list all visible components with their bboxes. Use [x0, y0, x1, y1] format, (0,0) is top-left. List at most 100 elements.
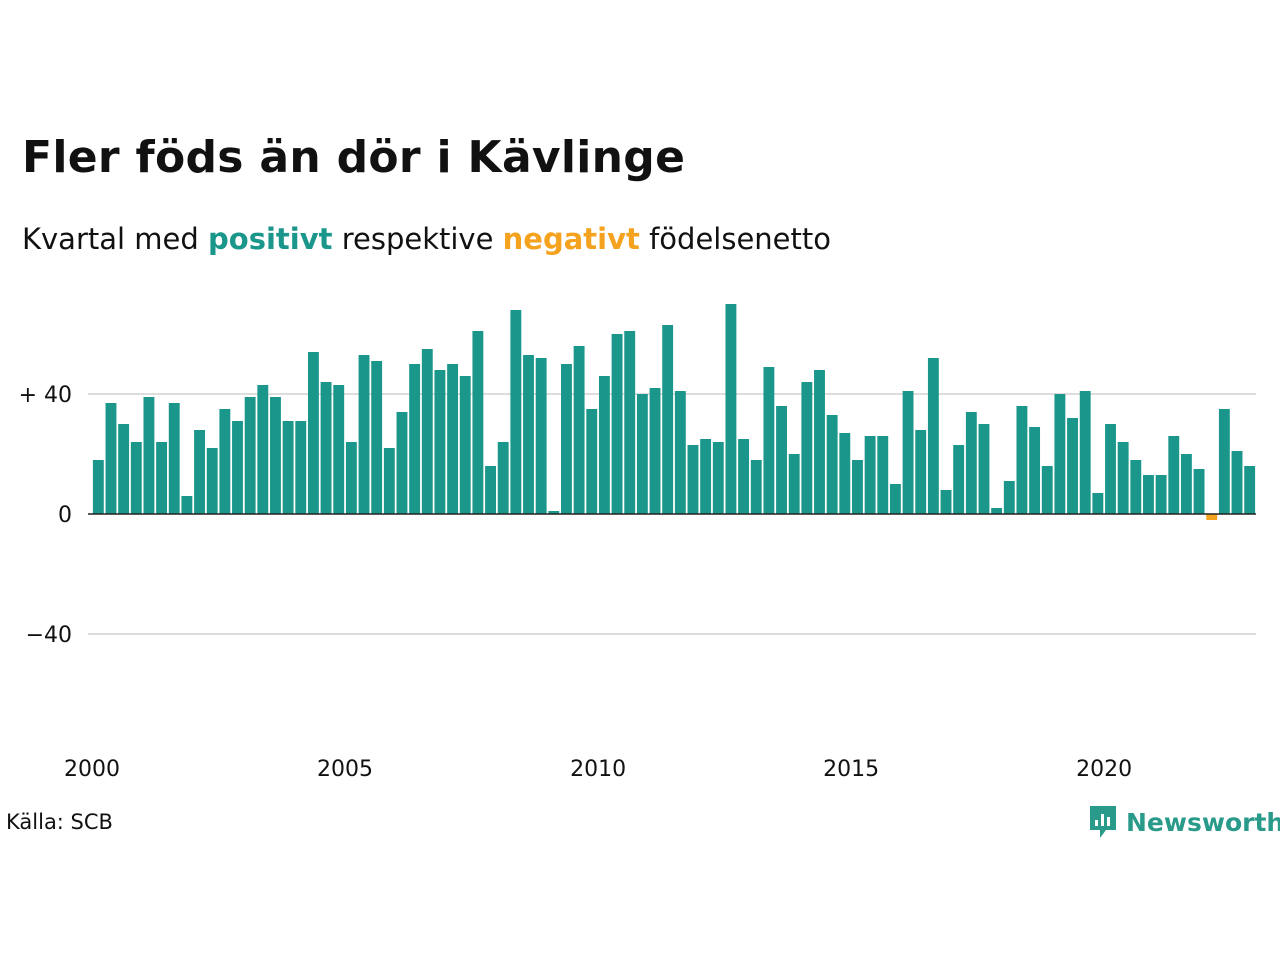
bar	[130, 442, 142, 514]
bar	[447, 364, 459, 514]
bar	[889, 484, 901, 514]
bar	[333, 385, 345, 514]
bar	[1041, 466, 1053, 514]
bar	[788, 454, 800, 514]
bar	[1244, 466, 1256, 514]
brand-name: Newsworthy	[1126, 807, 1280, 837]
bar	[459, 376, 471, 514]
y-tick-label: −40	[26, 623, 72, 648]
bar	[548, 511, 560, 514]
bar	[902, 391, 914, 514]
bar	[801, 382, 813, 514]
bar	[105, 403, 117, 514]
bar	[561, 364, 572, 514]
bar	[864, 436, 876, 514]
y-tick-label: + 40	[19, 383, 72, 408]
bar	[852, 460, 863, 514]
bar	[978, 424, 990, 514]
bar	[383, 448, 395, 514]
bar	[636, 394, 648, 514]
bar	[915, 430, 927, 514]
subtitle-prefix: Kvartal med	[22, 222, 209, 256]
bar	[965, 412, 977, 514]
bar	[1155, 475, 1167, 514]
bar	[725, 304, 737, 514]
bar	[1168, 436, 1180, 514]
y-tick-label: 0	[58, 503, 72, 528]
bar-chart: + 40 0 −40 2000 2005 2010 2015 2020	[19, 304, 1256, 782]
bar	[1029, 427, 1041, 514]
chart-title: Fler föds än dör i Kävlinge	[22, 132, 686, 183]
bar	[927, 358, 939, 514]
bar	[434, 370, 446, 514]
bar	[814, 370, 825, 514]
newsworthy-logo-icon	[1090, 806, 1116, 838]
bar	[320, 382, 332, 514]
bar	[586, 409, 598, 514]
x-tick-label: 2000	[64, 757, 120, 782]
bar	[92, 460, 104, 514]
x-tick-label: 2005	[317, 757, 373, 782]
bar	[1079, 391, 1091, 514]
bar	[1054, 394, 1066, 514]
bar	[1130, 460, 1142, 514]
bar	[206, 448, 218, 514]
subtitle-middle: respektive	[332, 222, 503, 256]
bar	[396, 412, 408, 514]
bar	[611, 334, 623, 514]
bar	[826, 415, 838, 514]
bar	[358, 355, 370, 514]
bar	[1016, 406, 1028, 514]
bar	[535, 358, 547, 514]
x-tick-label: 2020	[1076, 757, 1132, 782]
bar	[598, 376, 610, 514]
bar	[257, 385, 269, 514]
bar	[1092, 493, 1104, 514]
bar	[510, 310, 522, 514]
bar	[763, 367, 775, 514]
bar	[839, 433, 851, 514]
bar	[649, 388, 661, 514]
bar	[181, 496, 193, 514]
bar	[497, 442, 509, 514]
bar	[485, 466, 496, 514]
bar	[472, 331, 484, 514]
subtitle-suffix: födelsenetto	[639, 222, 831, 256]
subtitle-positive: positivt	[208, 222, 333, 256]
bar	[345, 442, 357, 514]
subtitle-negative: negativt	[502, 222, 640, 256]
bar	[1143, 475, 1154, 514]
bar	[573, 346, 585, 514]
bar	[232, 421, 243, 514]
bar	[307, 352, 319, 514]
bar	[1067, 418, 1078, 514]
bar	[776, 406, 787, 514]
bar	[282, 421, 294, 514]
newsworthy-logo: Newsworthy	[1088, 804, 1280, 840]
bar	[1180, 454, 1192, 514]
bar	[409, 364, 421, 514]
x-tick-label: 2015	[823, 757, 879, 782]
bar	[295, 421, 307, 514]
bar	[1231, 451, 1243, 514]
bar	[244, 397, 256, 514]
bar	[877, 436, 889, 514]
bar	[421, 349, 433, 514]
bar	[674, 391, 686, 514]
bar	[270, 397, 281, 514]
bar	[1206, 514, 1218, 520]
bar	[1218, 409, 1230, 514]
bar	[168, 403, 180, 514]
bar	[712, 442, 724, 514]
bar	[1105, 424, 1116, 514]
bar	[371, 361, 383, 514]
bar	[219, 409, 231, 514]
source-note: Källa: SCB	[6, 810, 113, 834]
bar	[662, 325, 674, 514]
bar	[624, 331, 636, 514]
bar	[750, 460, 762, 514]
bar	[156, 442, 168, 514]
bar	[143, 397, 155, 514]
bar	[738, 439, 750, 514]
bar	[1003, 481, 1015, 514]
